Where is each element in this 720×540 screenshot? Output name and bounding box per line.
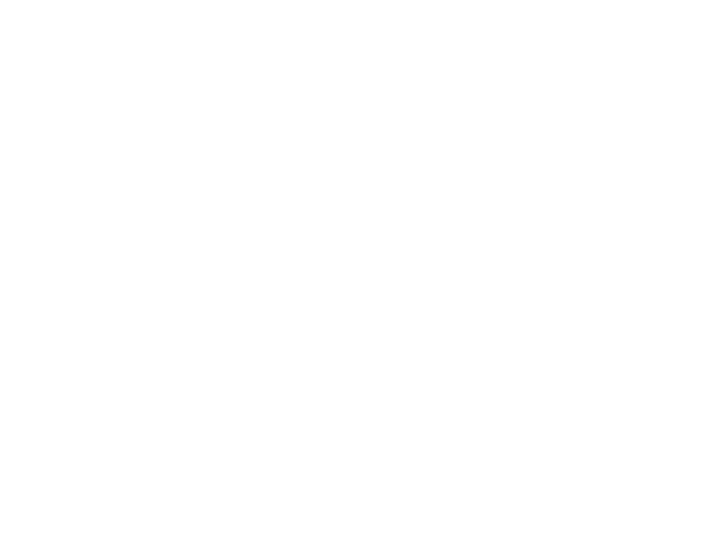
Text: •: • (121, 161, 132, 179)
Text: http://www.itsbenefits.its.dot.gov/its/benecost.nsf/: http://www.itsbenefits.its.dot.gov/its/b… (220, 109, 518, 122)
Text: •: • (121, 257, 132, 275)
Text: •: • (121, 193, 132, 211)
Text: Freeway- arterial coordination reduced travel times 2-3%
(Seattle modeling): Freeway- arterial coordination reduced t… (138, 257, 557, 291)
Text: •: • (121, 286, 132, 304)
Text: •: • (121, 219, 132, 238)
Text: Traveler information systems reduced  fatalities by 3%,
emissions by 3-5%, conge: Traveler information systems reduced fat… (138, 161, 543, 215)
Text: •: • (121, 129, 132, 147)
Text: Road weather stations have a BCA  of 1.1:1 to 1.7:1 but
only for heavily travele: Road weather stations have a BCA of 1.1:… (138, 193, 546, 227)
Text: Electronic credentialing of freight has a BC ratio of 0.7:1 to
718:1 (Studies in: Electronic credentialing of freight has … (138, 286, 570, 320)
Text: Ramp metering increased freeway speeds by 13% (Long
Island), saved fuel 2-55% pe: Ramp metering increased freeway speeds b… (138, 219, 552, 273)
Text: Advanced traffic signal timing reduced fuel use, delays,
travel times by 7-30%, : Advanced traffic signal timing reduced f… (138, 129, 567, 183)
Text: Findings from  Empirical Studies: Findings from Empirical Studies (124, 87, 614, 117)
